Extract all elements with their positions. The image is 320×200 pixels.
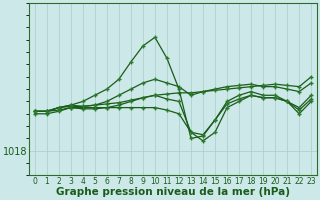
X-axis label: Graphe pression niveau de la mer (hPa): Graphe pression niveau de la mer (hPa)	[56, 187, 290, 197]
